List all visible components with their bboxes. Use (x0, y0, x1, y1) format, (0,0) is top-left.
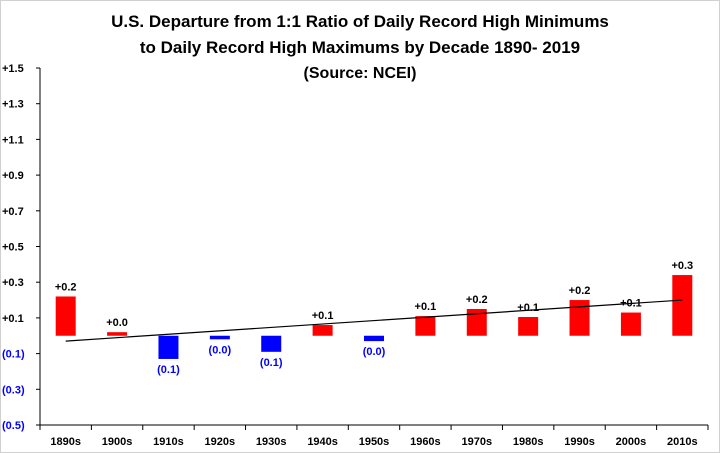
bar-1950s (364, 335, 384, 342)
bar-1900s (107, 332, 128, 336)
data-label: +0.3 (671, 260, 693, 272)
trend-line (65, 299, 683, 342)
y-tick-label: +0.3 (2, 277, 24, 289)
y-tick-label: (0.3) (2, 384, 25, 396)
x-tick-label: 1950s (359, 436, 390, 448)
bar-1910s (158, 335, 179, 359)
data-label: +0.1 (517, 302, 539, 314)
bar-2010s (672, 275, 693, 336)
chart-title-line-1: U.S. Departure from 1:1 Ratio of Daily R… (111, 12, 609, 31)
x-tick-label: 1970s (461, 436, 492, 448)
data-label: (0.0) (363, 346, 386, 358)
data-label: +0.1 (415, 301, 437, 313)
y-tick-label: +0.1 (2, 313, 24, 325)
y-tick-label: +1.3 (2, 99, 24, 111)
data-label: (0.0) (209, 344, 232, 356)
data-label: +0.2 (569, 285, 591, 297)
chart-title-line-2: to Daily Record High Maximums by Decade … (139, 38, 581, 57)
bar-1930s (261, 335, 282, 352)
x-tick-label: 1960s (410, 436, 441, 448)
data-label: (0.1) (157, 364, 180, 376)
bar-1980s (518, 317, 539, 336)
y-tick-label: +1.1 (2, 134, 24, 146)
y-tick-label: (0.1) (2, 349, 25, 361)
x-tick-label: 1990s (564, 436, 595, 448)
x-tick-label: 2010s (667, 436, 698, 448)
data-label: +0.0 (106, 317, 128, 329)
x-tick-label: 1900s (102, 436, 133, 448)
data-label: (0.1) (260, 357, 283, 369)
y-tick-label: +0.9 (2, 170, 24, 182)
y-tick-label: (0.5) (2, 420, 25, 432)
bar-1940s (312, 325, 333, 336)
x-tick-label: 1920s (205, 436, 236, 448)
y-tick-label: +1.5 (2, 63, 24, 75)
y-tick-label: +0.7 (2, 206, 24, 218)
bar-1990s (569, 300, 590, 336)
bar-1970s (466, 308, 487, 336)
x-tick-label: 2000s (616, 436, 647, 448)
data-label: +0.2 (466, 294, 488, 306)
bar-1960s (415, 316, 436, 336)
x-tick-label: 1930s (256, 436, 287, 448)
y-tick-label: +0.5 (2, 242, 24, 254)
data-label: +0.1 (312, 310, 334, 322)
bar-1890s (55, 296, 76, 336)
x-tick-label: 1890s (50, 436, 81, 448)
chart-title-source: (Source: NCEI) (303, 65, 417, 82)
x-tick-label: 1940s (307, 436, 338, 448)
data-label: +0.2 (55, 281, 77, 293)
x-tick-label: 1980s (513, 436, 544, 448)
bar-1920s (209, 335, 230, 340)
bar-2000s (620, 312, 641, 336)
x-tick-label: 1910s (153, 436, 184, 448)
